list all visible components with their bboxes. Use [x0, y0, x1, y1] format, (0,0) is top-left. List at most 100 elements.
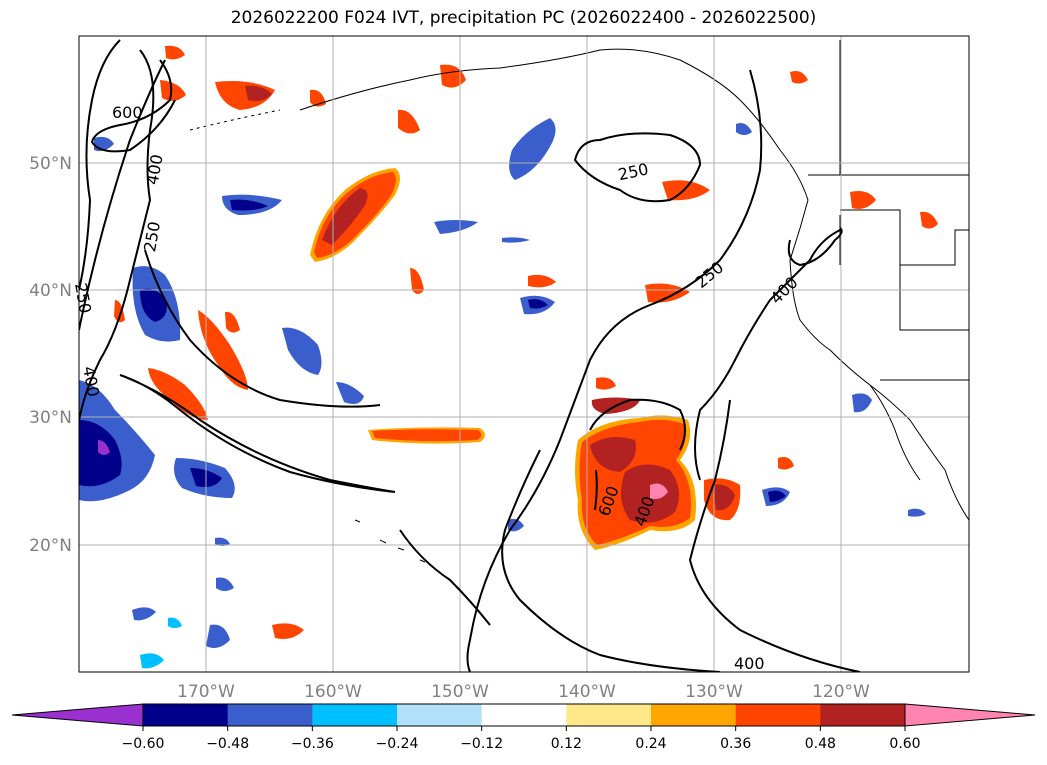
- aleutians: [189, 109, 281, 131]
- precip-blob: [140, 288, 167, 322]
- colorbar-tick-label: −0.24: [376, 736, 419, 752]
- contour-400-south2: [688, 399, 861, 672]
- lat-label: 20°N: [29, 536, 72, 556]
- precip-blob: [140, 653, 164, 669]
- contour-600: [594, 469, 598, 511]
- colorbar-segment: [735, 704, 821, 726]
- precip-blob: [850, 191, 876, 209]
- contour-250-sw: [399, 529, 491, 626]
- contour-400-w: [79, 49, 155, 421]
- precip-blob: [528, 299, 548, 309]
- precip-blob: [310, 89, 326, 107]
- colorbar-tick-label: −0.48: [206, 736, 249, 752]
- colorbar-tick-label: 0.36: [720, 736, 751, 752]
- map-title: 2026022200 F024 IVT, precipitation PC (2…: [230, 8, 817, 28]
- colorbar-segment: [566, 704, 652, 726]
- lat-label: 40°N: [29, 281, 72, 301]
- precip-blob: [336, 382, 364, 404]
- precip-blob: [198, 310, 248, 390]
- contour-label: 600: [112, 103, 143, 122]
- lon-label: 140°W: [558, 682, 616, 702]
- colorbar-ticks: −0.60 −0.48 −0.36 −0.24 −0.12 0.12 0.24 0.36 0.4…: [122, 726, 921, 752]
- precip-blob: [790, 71, 808, 84]
- contour-label: 250: [140, 220, 164, 253]
- precip-blob: [528, 274, 556, 288]
- precip-blob: [908, 508, 926, 517]
- contour-250-coast: [787, 227, 843, 267]
- longitude-labels: 170°W 160°W 150°W 140°W 130°W 120°W: [177, 682, 870, 702]
- precip-blob: [590, 436, 636, 472]
- colorbar-segment: [651, 704, 737, 726]
- colorbar-tick-label: 0.12: [551, 736, 582, 752]
- precip-blob: [165, 45, 185, 60]
- state-line: [840, 209, 969, 266]
- contour-label: 250: [71, 281, 95, 314]
- lat-label: 30°N: [29, 408, 72, 428]
- lat-label: 50°N: [29, 154, 72, 174]
- precip-blob: [132, 607, 156, 621]
- precip-blob: [502, 237, 530, 243]
- contour-400-inner: [589, 398, 686, 451]
- precip-blob: [596, 377, 616, 390]
- precip-blob: [282, 327, 322, 375]
- plot-frame: [78, 35, 970, 673]
- precip-blob: [216, 577, 234, 591]
- west-coast: [789, 199, 969, 521]
- contour-label: 400: [767, 273, 802, 308]
- precip-blob: [398, 109, 420, 134]
- contour-400-coast: [694, 229, 841, 481]
- colorbar-segment: [312, 704, 398, 726]
- precip-blob: [645, 283, 690, 303]
- precip-blob: [662, 180, 710, 201]
- precip-blob: [920, 211, 938, 229]
- coastlines: [189, 48, 969, 563]
- contour-label: 400: [143, 153, 167, 186]
- precip-blob: [98, 440, 110, 455]
- precip-blob: [852, 393, 872, 413]
- precip-blob: [272, 623, 304, 639]
- precip-blob: [736, 123, 752, 135]
- precip-blob: [245, 85, 272, 102]
- contour-250-main: [466, 69, 763, 672]
- colorbar-segment: [143, 704, 229, 726]
- precip-blob: [148, 368, 208, 420]
- colorbar-segment: [227, 704, 313, 726]
- hawaii: [354, 519, 426, 563]
- contour-400-south: [501, 449, 721, 672]
- colorbar-extend-high: [904, 703, 1036, 727]
- precip-blob: [160, 80, 186, 101]
- colorbar-tick-label: 0.48: [805, 736, 836, 752]
- colorbar-segment: [397, 704, 483, 726]
- contour-250-w: [79, 39, 121, 291]
- precip-blob: [768, 490, 786, 502]
- ivt-contours: [79, 39, 861, 672]
- contour-600-nw: [90, 59, 176, 153]
- precip-blob: [410, 268, 424, 294]
- colorbar-tick-label: 0.60: [889, 736, 920, 752]
- lon-label: 170°W: [177, 682, 235, 702]
- precip-blob: [712, 484, 735, 511]
- precip-blob: [206, 624, 230, 648]
- lon-label: 120°W: [812, 682, 870, 702]
- precip-blob: [225, 311, 240, 333]
- lon-label: 160°W: [304, 682, 362, 702]
- contour-400-tongue: [119, 374, 396, 493]
- precip-blob: [650, 483, 668, 500]
- colorbar-tick-label: 0.24: [635, 736, 666, 752]
- contour-250-arc: [79, 59, 166, 331]
- colorbar-extend-low: [11, 703, 144, 727]
- colorbar-tick-label: −0.36: [291, 736, 334, 752]
- colorbar-segment: [820, 704, 906, 726]
- precip-blob: [215, 537, 230, 546]
- precip-blob: [440, 64, 466, 88]
- contour-label: 250: [692, 258, 728, 292]
- precip-blob: [114, 300, 125, 323]
- precip-blob: [230, 199, 268, 211]
- precip-blob: [168, 617, 182, 628]
- precip-blob: [509, 118, 556, 180]
- state-line: [899, 265, 969, 331]
- colorbar-tick-label: −0.60: [122, 736, 165, 752]
- contour-250-loop: [144, 249, 381, 408]
- precip-blob: [434, 220, 478, 234]
